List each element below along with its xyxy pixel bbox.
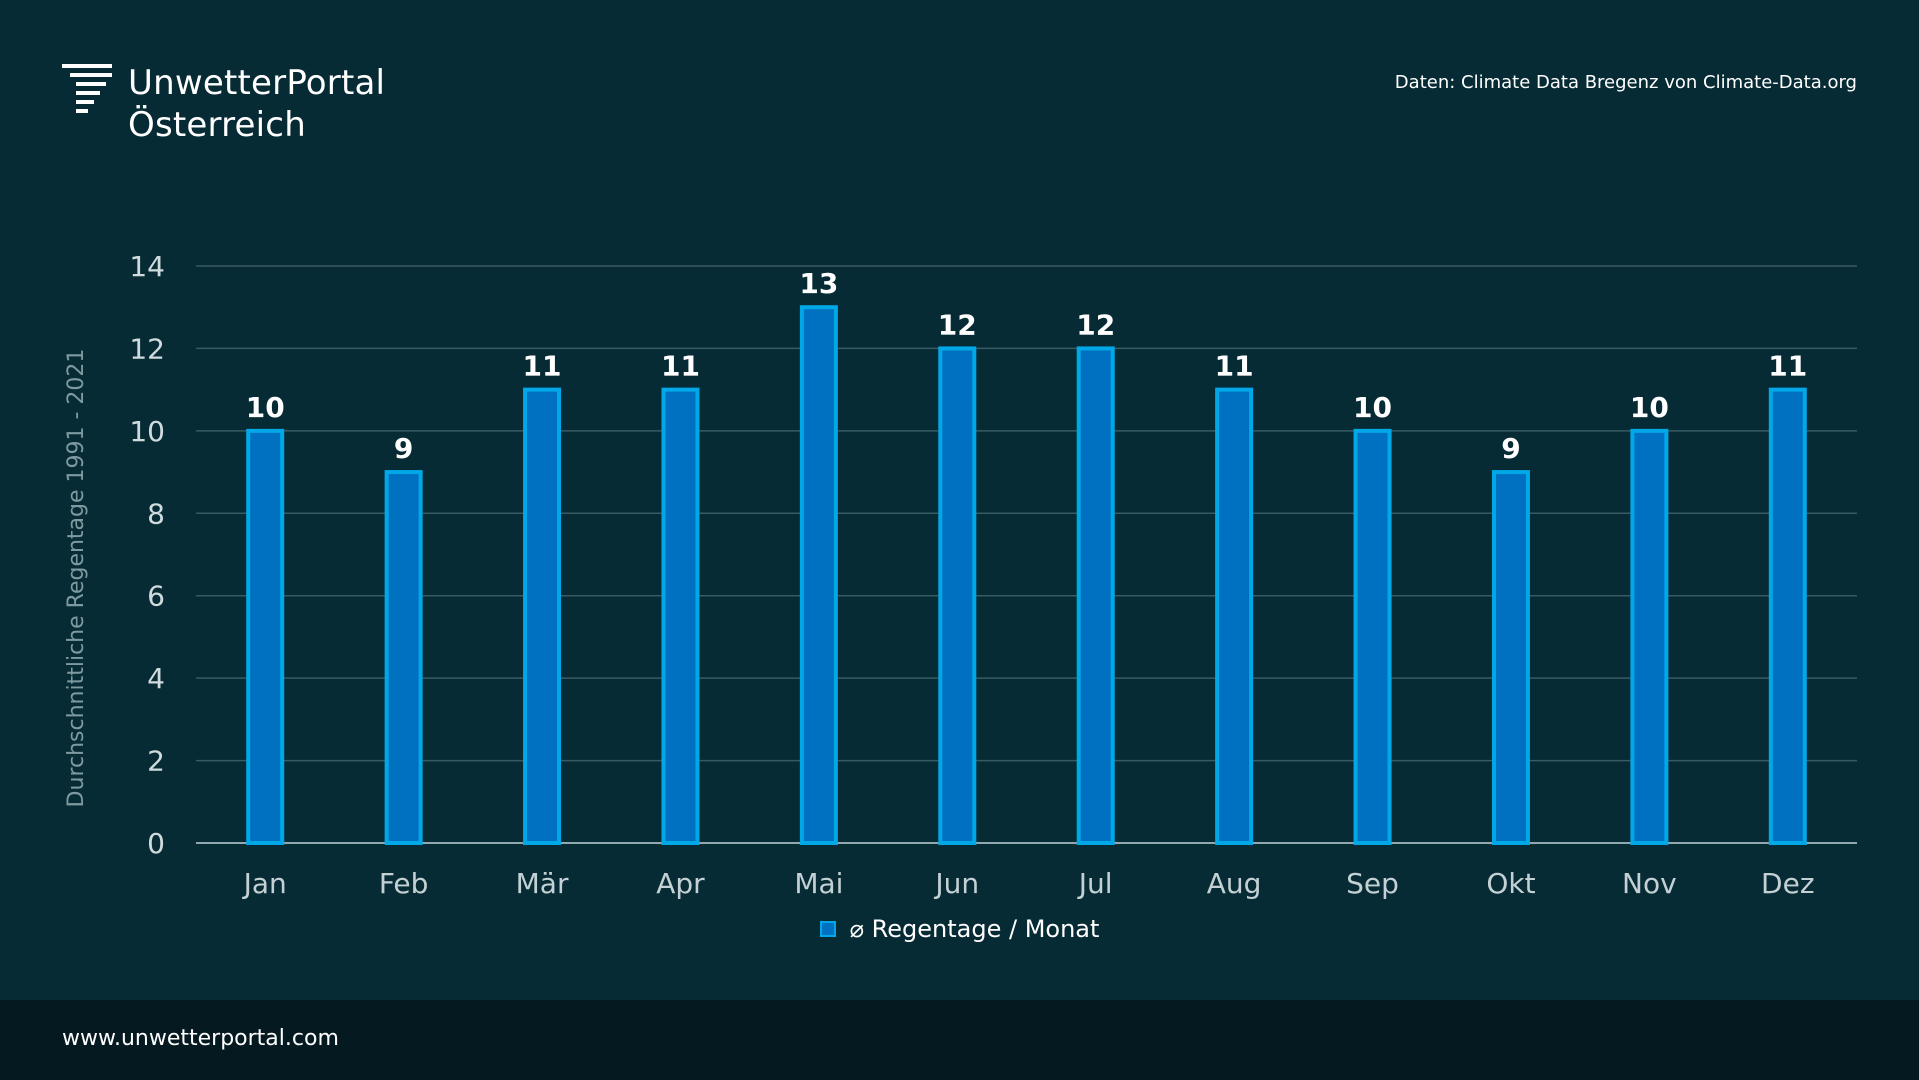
y-tick-label: 2	[147, 745, 165, 778]
legend-swatch	[819, 921, 836, 937]
storm-lines-icon	[62, 64, 112, 113]
chart-legend: ⌀ Regentage / Monat	[0, 915, 1919, 943]
x-tick-label: Feb	[379, 867, 429, 900]
data-label: 11	[1768, 350, 1807, 383]
data-label: 11	[1215, 350, 1254, 383]
bar	[1076, 346, 1115, 845]
bar	[938, 346, 977, 845]
y-tick-label: 6	[147, 580, 165, 613]
brand-line-1: UnwetterPortal	[128, 63, 386, 103]
data-label: 9	[1501, 432, 1520, 465]
y-tick-label: 14	[129, 250, 165, 283]
bar	[246, 428, 285, 845]
y-axis-title: Durchschnittliche Regentage 1991 - 2021	[64, 349, 89, 808]
x-tick-label: Sep	[1346, 867, 1399, 900]
bar	[1768, 387, 1807, 845]
x-tick-label: Nov	[1622, 867, 1677, 900]
bar-chart: 0 2 4 6 8 10 12 14 Durchschnittliche Regentage 1…	[64, 250, 1857, 900]
brand-logo: UnwetterPortal Österreich	[62, 62, 385, 146]
y-tick-label: 4	[147, 662, 165, 695]
x-tick-label: Jan	[242, 867, 287, 900]
data-label: 10	[246, 391, 285, 424]
data-label: 9	[394, 432, 413, 465]
x-tick-label: Okt	[1486, 867, 1535, 900]
data-source: Daten: Climate Data Bregenz von Climate-…	[1394, 72, 1857, 93]
x-tick-label: Mai	[794, 867, 843, 900]
bar	[384, 470, 423, 845]
data-label: 13	[799, 267, 838, 300]
bar	[1215, 387, 1254, 845]
x-tick-label: Dez	[1761, 867, 1814, 900]
y-tick-label: 0	[147, 827, 165, 860]
bar	[1353, 428, 1392, 845]
brand-name: UnwetterPortal Österreich	[128, 62, 385, 146]
bar	[661, 387, 700, 845]
y-tick-label: 12	[129, 332, 165, 365]
x-tick-label: Aug	[1207, 867, 1262, 900]
bar	[799, 305, 838, 845]
y-tick-label: 8	[147, 497, 165, 530]
brand-line-2: Österreich	[128, 105, 306, 145]
data-label: 10	[1630, 391, 1669, 424]
x-tick-label: Jul	[1077, 867, 1113, 900]
data-label: 11	[523, 350, 562, 383]
data-label: 10	[1353, 391, 1392, 424]
bar	[1630, 428, 1669, 845]
bar	[523, 387, 562, 845]
footer-url[interactable]: www.unwetterportal.com	[62, 1026, 339, 1051]
x-tick-label: Jun	[933, 867, 979, 900]
footer: www.unwetterportal.com	[0, 1000, 1919, 1080]
x-tick-label: Mär	[516, 867, 569, 900]
data-label: 12	[938, 308, 977, 341]
bar	[1491, 470, 1530, 845]
legend-label: ⌀ Regentage / Monat	[849, 915, 1100, 943]
y-tick-label: 10	[129, 415, 165, 448]
data-label: 11	[661, 350, 700, 383]
data-label: 12	[1076, 308, 1115, 341]
x-tick-label: Apr	[656, 867, 705, 900]
